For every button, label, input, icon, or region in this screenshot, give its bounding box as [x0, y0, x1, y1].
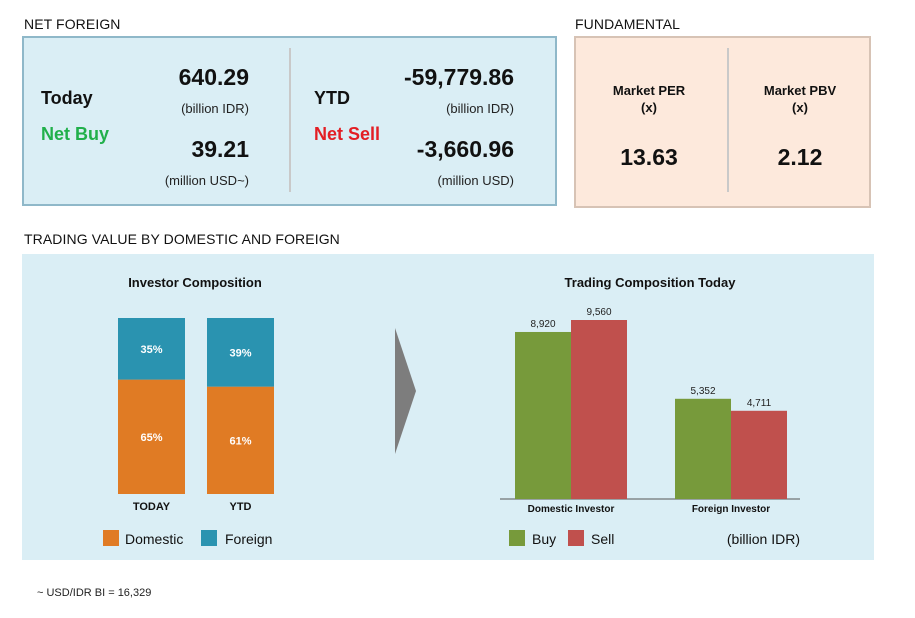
ytd-usd-unit: (million USD): [437, 173, 514, 188]
stack-label-foreign-ytd: 39%: [229, 347, 251, 359]
today-idr-unit: (billion IDR): [181, 101, 249, 116]
ytd-net-sell-status: Net Sell: [314, 124, 381, 144]
bar-sell-domestic-investor: [571, 320, 627, 499]
fundamental-section-title: FUNDAMENTAL: [575, 16, 681, 32]
ytd-idr-unit: (billion IDR): [446, 101, 514, 116]
bar-buy-foreign-investor: [675, 398, 731, 499]
bar-label-buy-domestic-investor: 8,920: [530, 319, 555, 330]
trading-composition-title: Trading Composition Today: [564, 275, 736, 290]
legend-buy-label: Buy: [532, 531, 557, 547]
legend-sell-swatch: [568, 530, 584, 546]
legend-domestic-swatch: [103, 530, 119, 546]
stack-bar-foreign-today: [118, 318, 185, 380]
bar-buy-domestic-investor: [515, 331, 571, 499]
arrow-right-icon: [395, 328, 416, 454]
bar-sell-foreign-investor: [731, 410, 787, 499]
stack-label-domestic-ytd: 61%: [229, 435, 251, 447]
bar-label-sell-foreign-investor: 4,711: [747, 398, 772, 409]
legend-foreign-swatch: [201, 530, 217, 546]
stack-bar-domestic-today: [118, 379, 185, 494]
ytd-usd-value: -3,660.96: [416, 136, 514, 162]
unit-note: (billion IDR): [726, 531, 800, 547]
market-pbv-label: Market PBV: [763, 83, 837, 98]
investor-composition-title: Investor Composition: [128, 275, 262, 290]
bar-category-foreign-investor: Foreign Investor: [692, 504, 770, 515]
today-net-buy-status: Net Buy: [41, 124, 110, 144]
ytd-idr-value: -59,779.86: [404, 64, 514, 90]
market-per-label: Market PER: [612, 83, 686, 98]
legend-sell-label: Sell: [591, 531, 615, 547]
bar-category-domestic-investor: Domestic Investor: [528, 504, 615, 515]
fundamental-divider: [727, 48, 729, 192]
stack-label-foreign-today: 35%: [140, 344, 162, 356]
trading-section-title: TRADING VALUE BY DOMESTIC AND FOREIGN: [24, 231, 340, 247]
ytd-label: YTD: [314, 88, 350, 108]
today-label: Today: [41, 88, 93, 108]
today-usd-value: 39.21: [191, 136, 249, 162]
market-per-value: 13.63: [620, 144, 678, 170]
stack-bar-foreign-ytd: [207, 318, 274, 387]
legend-domestic-label: Domestic: [125, 531, 184, 547]
net-foreign-section-title: NET FOREIGN: [24, 16, 121, 32]
legend-buy-swatch: [509, 530, 525, 546]
net-foreign-divider: [289, 48, 291, 192]
today-idr-value: 640.29: [178, 64, 249, 90]
legend-foreign-label: Foreign: [225, 531, 273, 547]
market-pbv-unit: (x): [792, 100, 808, 115]
exchange-rate-footnote: ~ USD/IDR BI = 16,329: [37, 587, 152, 599]
bar-label-buy-foreign-investor: 5,352: [690, 386, 715, 397]
bar-label-sell-domestic-investor: 9,560: [586, 307, 611, 318]
today-usd-unit: (million USD~): [164, 173, 249, 188]
stack-category-ytd: YTD: [230, 501, 252, 513]
stack-category-today: TODAY: [133, 501, 171, 513]
market-per-unit: (x): [641, 100, 657, 115]
fundamental-panel: Market PER (x) 13.63 Market PBV (x) 2.12: [574, 36, 871, 208]
stack-bar-domestic-ytd: [207, 386, 274, 494]
net-foreign-panel: Today Net Buy 640.29 (billion IDR) 39.21…: [22, 36, 557, 206]
stack-label-domestic-today: 65%: [140, 432, 162, 444]
market-pbv-value: 2.12: [777, 144, 823, 170]
